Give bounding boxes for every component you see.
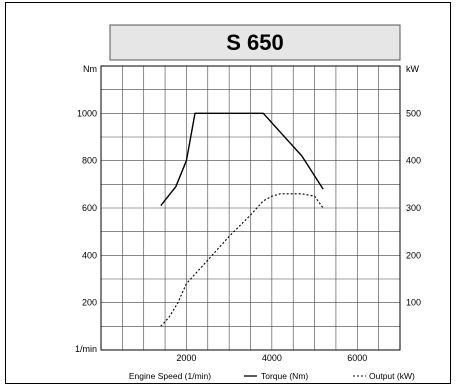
plot-area-border bbox=[100, 65, 401, 351]
legend-output-label: Output (kW) bbox=[369, 371, 415, 381]
y-right-tick-label: 200 bbox=[406, 250, 421, 260]
y-right-tick-label: 400 bbox=[406, 156, 421, 166]
chart-title: S 650 bbox=[226, 30, 284, 55]
y-left-tick-label: 400 bbox=[82, 250, 97, 260]
y-right-unit: kW bbox=[406, 64, 420, 74]
y-left-tick-label: 200 bbox=[82, 298, 97, 308]
y-left-tick-label: 1000 bbox=[77, 108, 97, 118]
output-line bbox=[160, 193, 324, 327]
x-tick-label: 4000 bbox=[262, 353, 282, 363]
outer-border bbox=[5, 2, 451, 384]
series-lines bbox=[160, 112, 324, 327]
y-right-tick-label: 300 bbox=[406, 203, 421, 213]
x-tick-label: 2000 bbox=[176, 353, 196, 363]
legend-torque-label: Torque (Nm) bbox=[261, 371, 308, 381]
y-left-tick-label: 600 bbox=[82, 203, 97, 213]
x-axis-extra-label: 1/min bbox=[75, 344, 97, 354]
x-axis-title: Engine Speed (1/min) bbox=[129, 371, 211, 381]
grid bbox=[101, 66, 400, 350]
y-left-unit: Nm bbox=[83, 64, 97, 74]
title-box bbox=[109, 24, 401, 61]
y-right-tick-label: 100 bbox=[406, 298, 421, 308]
torque-line bbox=[160, 112, 324, 207]
y-right-tick-label: 500 bbox=[406, 108, 421, 118]
y-left-tick-label: 800 bbox=[82, 156, 97, 166]
x-tick-label: 6000 bbox=[347, 353, 367, 363]
axis-labels: 2000 4000 6000 200 400 600 800 1000 100 200 300 400… bbox=[77, 108, 421, 363]
